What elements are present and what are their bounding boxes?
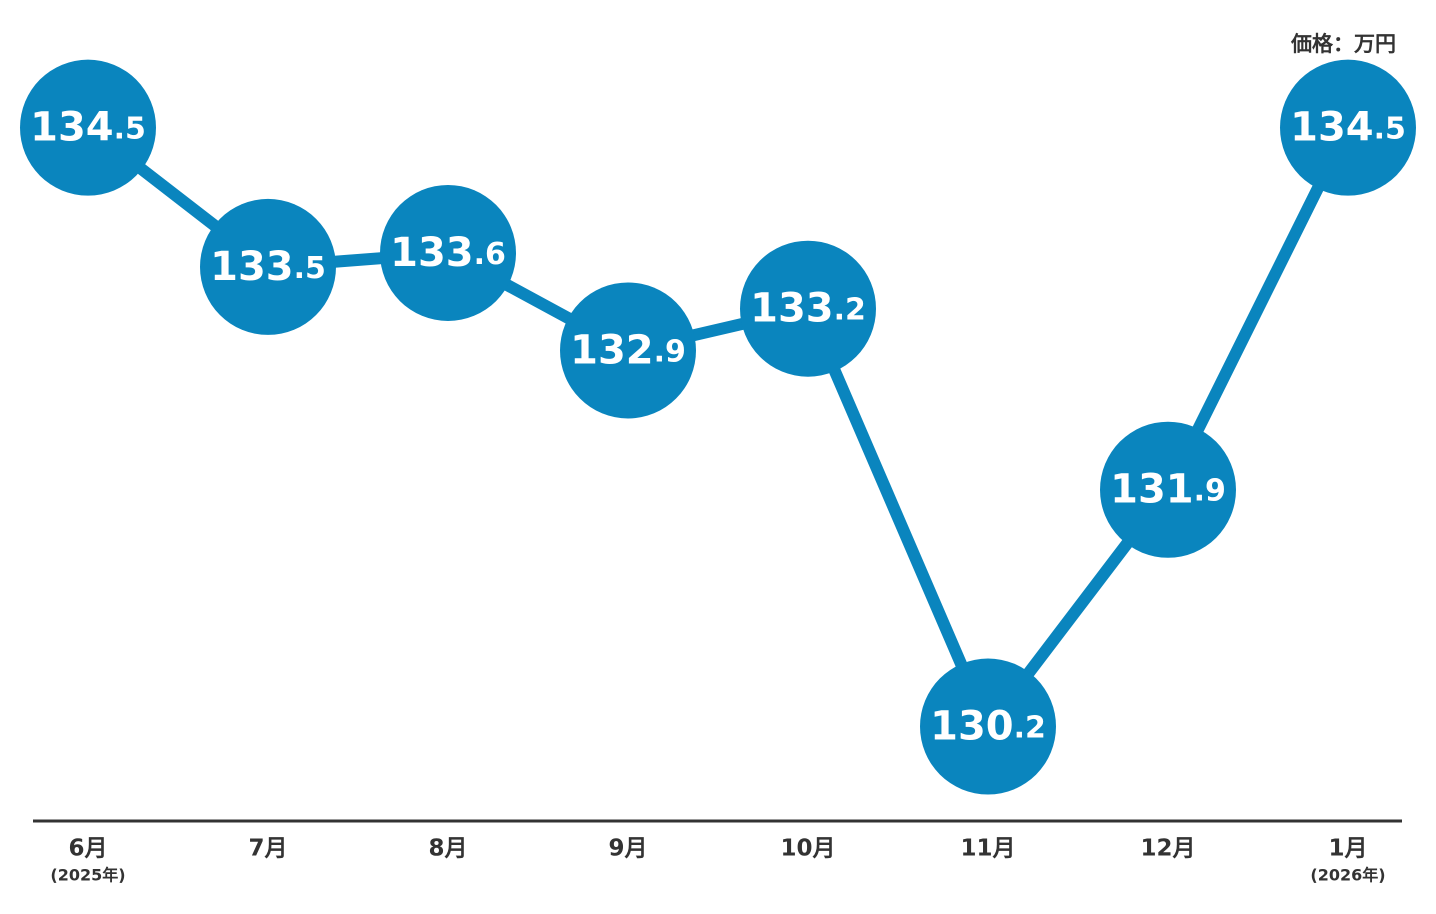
x-tick-label: 1月 xyxy=(1328,836,1367,862)
x-tick-sublabel: (2025年) xyxy=(50,866,125,885)
x-tick-label: 11月 xyxy=(960,836,1015,862)
value-label: 131.9 xyxy=(1110,467,1226,513)
x-tick-label: 9月 xyxy=(608,836,647,862)
value-label: 130.2 xyxy=(930,704,1046,750)
data-point xyxy=(1280,59,1416,196)
data-point xyxy=(560,282,696,419)
x-tick-label: 7月 xyxy=(248,836,287,862)
data-point xyxy=(200,198,336,335)
y-axis-label: 価格：万円 xyxy=(1290,32,1396,56)
value-label: 132.9 xyxy=(570,327,686,373)
data-point xyxy=(1100,421,1236,558)
x-tick-label: 6月 xyxy=(68,836,107,862)
data-point xyxy=(920,658,1056,795)
value-label: 134.5 xyxy=(30,105,146,151)
x-tick-label: 8月 xyxy=(428,836,467,862)
value-label: 133.2 xyxy=(750,286,866,332)
data-point xyxy=(740,240,876,377)
data-point xyxy=(20,59,156,196)
x-tick-label: 10月 xyxy=(780,836,835,862)
data-point xyxy=(380,184,516,321)
value-label: 133.5 xyxy=(210,244,326,290)
x-tick-label: 12月 xyxy=(1140,836,1195,862)
value-label: 133.6 xyxy=(390,230,506,276)
x-tick-sublabel: (2026年) xyxy=(1310,866,1385,885)
value-label: 134.5 xyxy=(1290,105,1406,151)
